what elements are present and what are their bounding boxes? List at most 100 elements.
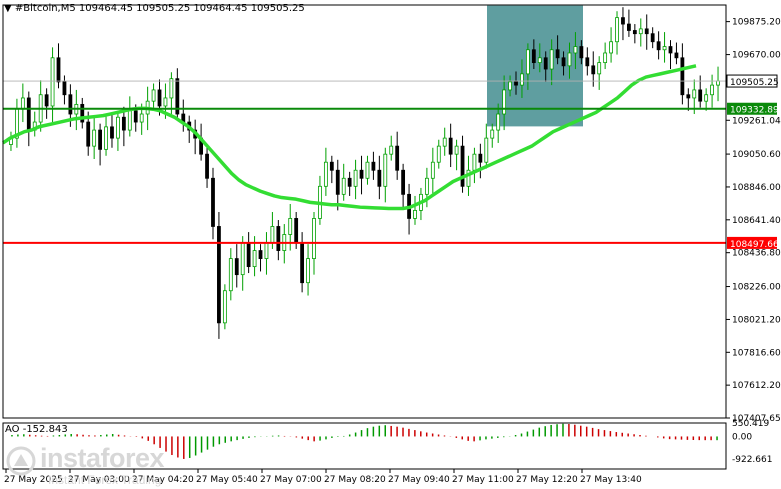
candle-body — [668, 46, 673, 54]
x-tick-label: 27 May 09:40 — [388, 475, 450, 485]
candle-body — [573, 46, 578, 54]
candle-body — [710, 84, 714, 96]
candle-body — [329, 161, 334, 171]
candle-body — [217, 226, 221, 324]
candle-body — [270, 226, 275, 243]
candles-layer — [9, 7, 720, 339]
y-tick-label: 109261.04 — [732, 116, 781, 126]
candle-body — [371, 161, 376, 171]
candle-body — [389, 145, 394, 155]
candle-body — [312, 218, 316, 259]
x-tick-label: 27 May 08:20 — [324, 475, 386, 485]
candle-body — [674, 52, 679, 59]
candle-body — [323, 161, 328, 187]
candle-body — [116, 116, 120, 139]
candle-body — [466, 169, 471, 187]
ao-header: AO -152.843 — [5, 424, 68, 435]
candle-body — [276, 226, 281, 251]
candle-body — [56, 57, 61, 83]
candle-body — [520, 73, 524, 86]
candle-body — [585, 57, 590, 67]
candle-body — [692, 89, 697, 99]
candle-body — [335, 169, 340, 195]
candle-body — [26, 97, 31, 131]
ao-plot-frame — [2, 422, 727, 470]
candle-body — [234, 258, 239, 276]
candle-body — [603, 52, 608, 64]
candle-body — [627, 23, 631, 31]
candle-body — [496, 113, 501, 131]
candle-body — [514, 81, 518, 86]
header-symbol: #Bitcoin,M5 — [14, 3, 76, 14]
resistance-price-tag — [727, 236, 777, 249]
candle-body — [98, 129, 102, 150]
candle-body — [621, 17, 625, 25]
candle-body — [591, 65, 596, 75]
candle-body — [365, 161, 370, 179]
candle-body — [430, 161, 435, 179]
candle-body — [341, 177, 346, 195]
candle-body — [44, 94, 49, 107]
candle-body — [252, 250, 257, 268]
x-tick-label: 27 May 04:20 — [132, 475, 194, 485]
candle-body — [353, 169, 358, 187]
header-ohlc: 109464.45 109505.25 109464.45 109505.25 — [78, 3, 305, 14]
candle-body — [288, 218, 293, 235]
candle-body — [413, 210, 417, 219]
candle-body — [549, 49, 554, 70]
candle-body — [502, 89, 507, 115]
candle-body — [175, 78, 180, 115]
candle-body — [644, 28, 649, 35]
candle-body — [632, 30, 637, 35]
candle-body — [347, 177, 352, 187]
candle-body — [205, 153, 209, 179]
support-price-label: 109332.89 — [730, 106, 779, 116]
y-tick-label: 108846.00 — [732, 183, 781, 193]
candle-body — [555, 49, 560, 59]
watermark-brand: instaforex — [40, 443, 165, 473]
candle-body — [525, 49, 530, 75]
candle-body — [454, 145, 459, 155]
y-tick-label: 107612.20 — [732, 381, 781, 391]
frame-layer — [2, 4, 727, 470]
x-tick-label: 27 May 07:00 — [260, 475, 322, 485]
candle-body — [306, 258, 310, 284]
candle-body — [537, 57, 542, 64]
candle-body — [472, 153, 477, 171]
watermark-tagline: Instant Forex Trading — [48, 473, 162, 487]
ao-histogram-layer — [11, 423, 718, 459]
y-tick-label: 108436.80 — [732, 249, 781, 259]
levels-layer: 109332.89 108497.66 109505.25 — [3, 74, 779, 250]
header-arrow-icon: ▼ — [4, 3, 12, 14]
candle-body — [228, 258, 233, 292]
x-tick-label: 27 May 05:40 — [196, 475, 258, 485]
x-tick-label: 27 May 13:40 — [580, 475, 642, 485]
candle-body — [478, 153, 483, 163]
candle-body — [716, 80, 720, 86]
candle-body — [531, 49, 536, 64]
candle-body — [442, 137, 447, 147]
candle-body — [359, 169, 364, 179]
candle-body — [448, 137, 453, 155]
candle-body — [704, 94, 709, 102]
chart-header: ▼ #Bitcoin,M5 109464.45 109505.25 109464… — [4, 3, 305, 14]
candle-body — [68, 94, 73, 115]
y-tick-label: 107816.60 — [732, 348, 781, 358]
candle-body — [615, 17, 619, 43]
support-price-tag — [727, 102, 777, 115]
candle-body — [121, 116, 126, 131]
y-tick-label: 108226.00 — [732, 283, 781, 293]
candle-body — [163, 97, 168, 107]
current-price-label: 109505.25 — [730, 78, 779, 88]
candle-body — [294, 218, 299, 243]
ao-y-tick-label: 0.00 — [732, 432, 752, 442]
y-tick-label: 109050.60 — [732, 150, 781, 160]
candle-body — [80, 103, 85, 123]
candle-body — [169, 78, 174, 99]
candle-body — [377, 169, 382, 187]
candle-body — [650, 33, 655, 43]
candle-body — [656, 41, 661, 51]
candle-body — [561, 57, 566, 67]
candle-body — [597, 62, 602, 75]
